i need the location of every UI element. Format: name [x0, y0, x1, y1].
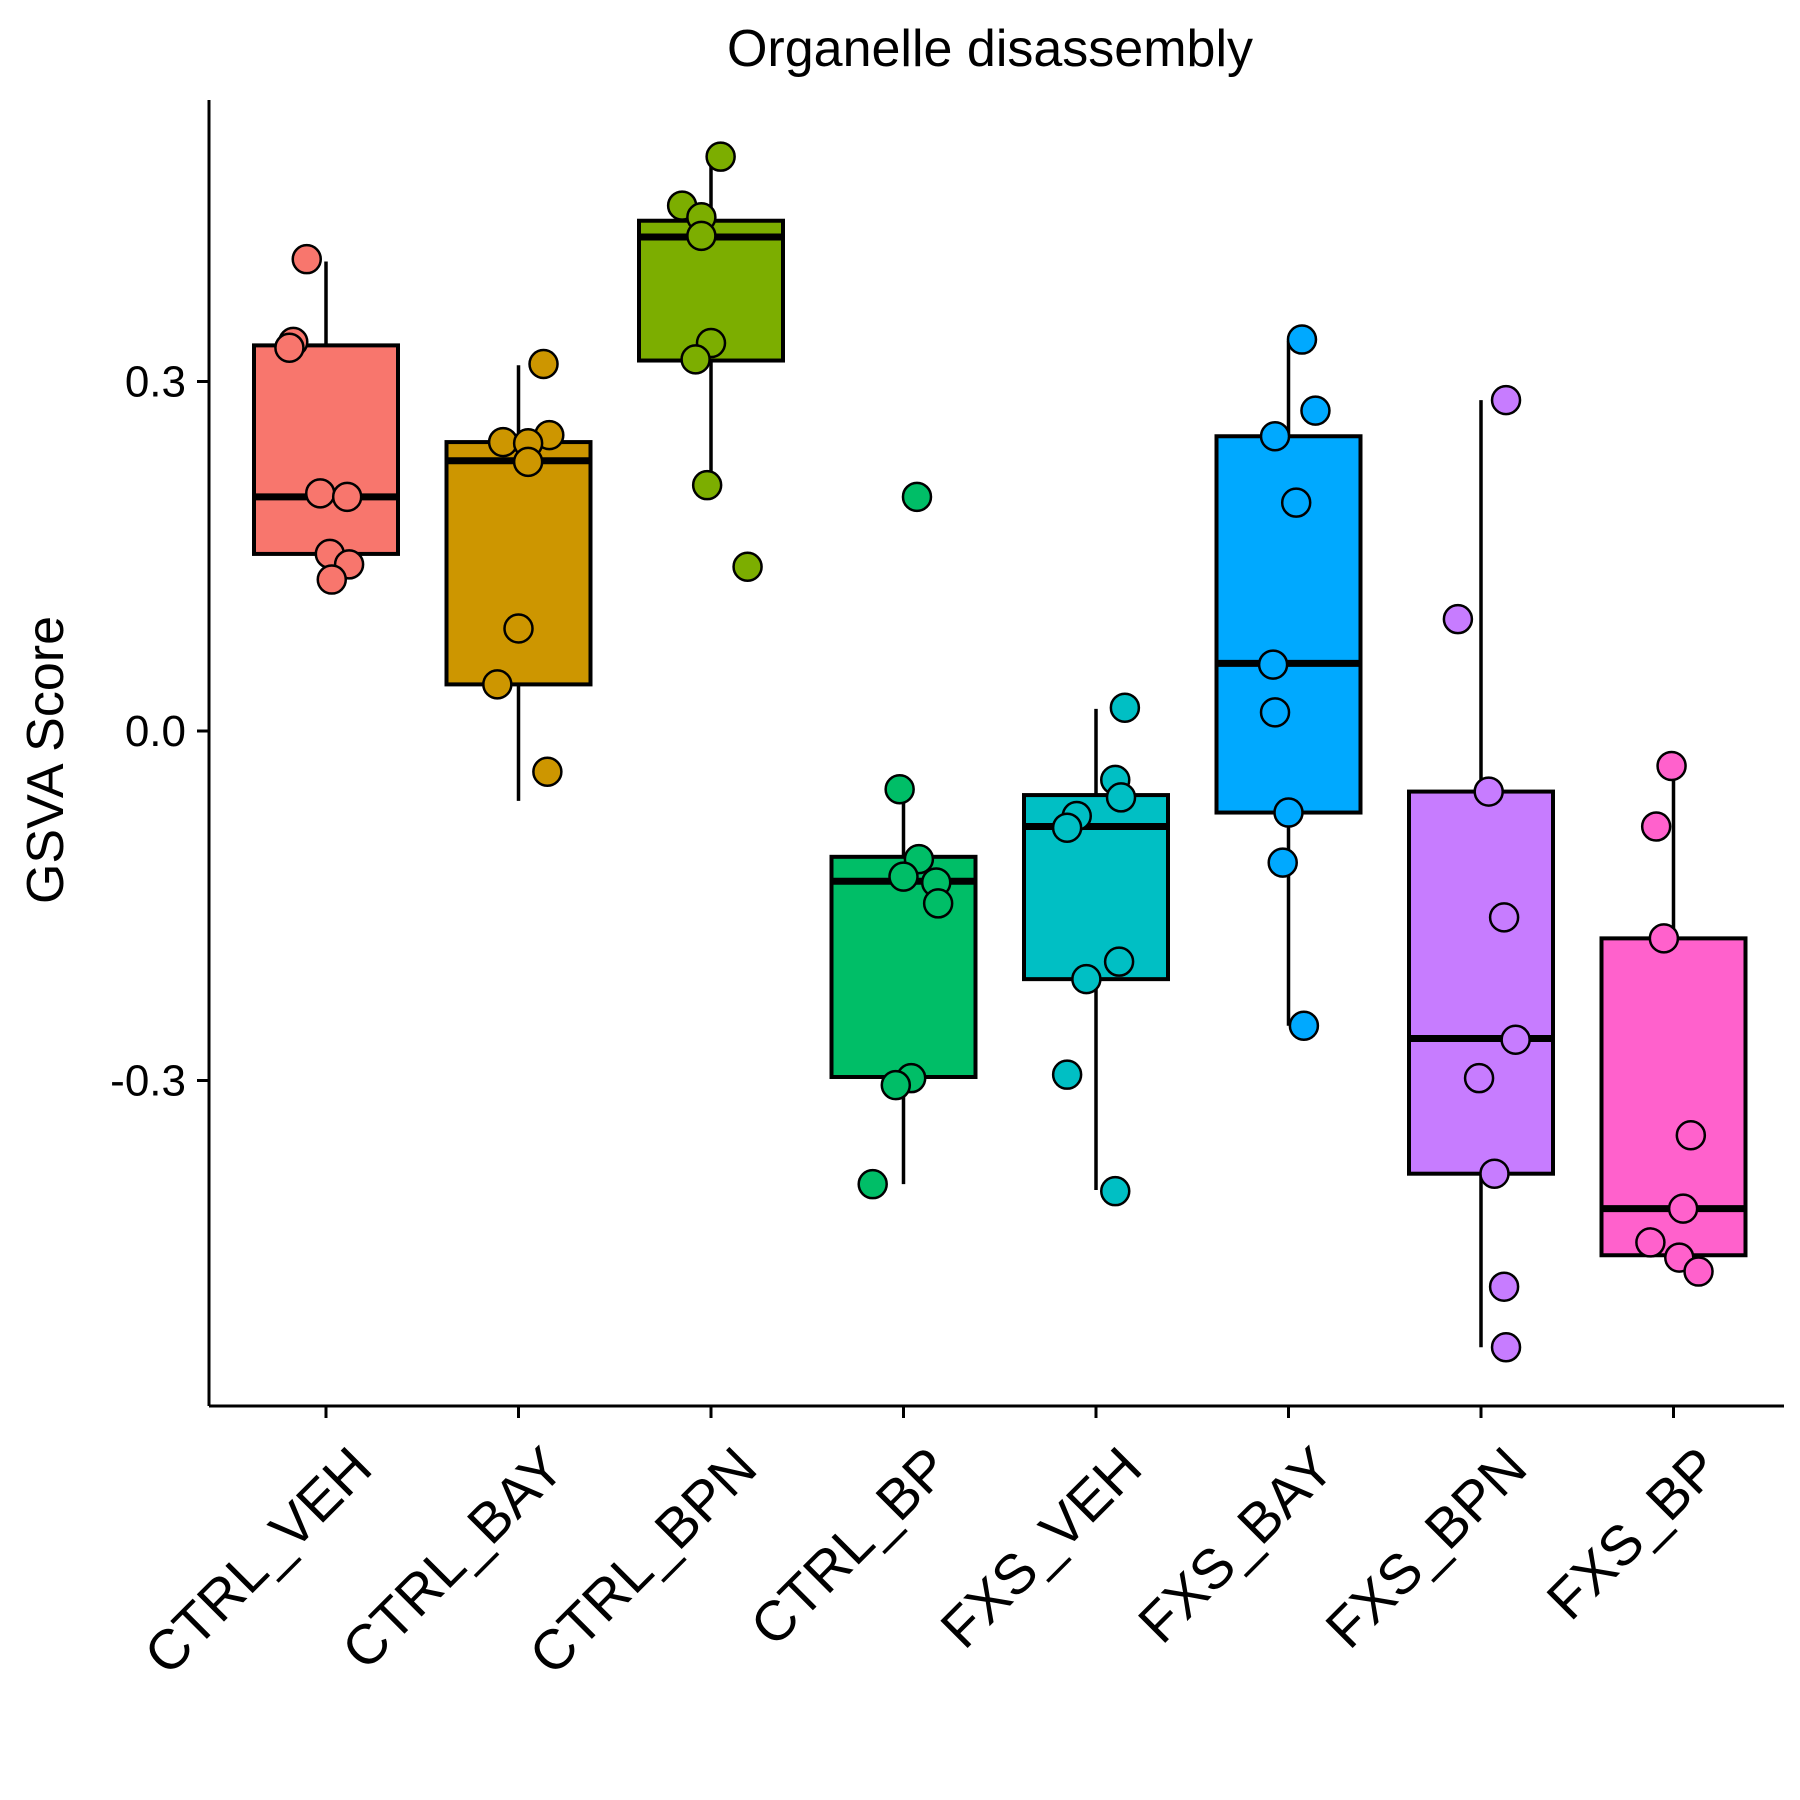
- box-group-fxs-bp: [1599, 750, 1748, 1287]
- data-point: [291, 243, 322, 275]
- data-point: [1273, 797, 1304, 828]
- y-axis-title: GSVA Score: [17, 616, 75, 904]
- data-point: [1667, 1193, 1699, 1224]
- box-group-fxs-veh: [1022, 692, 1170, 1207]
- box: [1407, 789, 1555, 1176]
- y-tick-label: 0.3: [125, 358, 186, 407]
- data-point: [1648, 923, 1680, 954]
- data-point: [1051, 1059, 1083, 1090]
- data-point: [901, 481, 933, 513]
- data-point: [1500, 1024, 1531, 1055]
- data-point: [1280, 487, 1312, 518]
- x-tick-label: CTRL_BP: [738, 1435, 961, 1658]
- data-point: [1675, 1120, 1707, 1151]
- data-point: [1051, 812, 1083, 843]
- box-group-fxs-bpn: [1407, 384, 1555, 1363]
- data-point: [487, 426, 519, 458]
- data-point: [1488, 902, 1520, 933]
- box: [252, 343, 400, 556]
- data-point: [1071, 963, 1102, 995]
- data-point: [1103, 946, 1135, 977]
- box: [1022, 793, 1170, 982]
- data-point: [503, 613, 534, 644]
- data-point: [532, 756, 563, 788]
- data-point: [1100, 1175, 1131, 1207]
- data-point: [705, 141, 736, 172]
- box-group-fxs-bay: [1214, 324, 1363, 1041]
- y-tick-label: -0.3: [110, 1057, 186, 1106]
- data-point: [857, 1168, 888, 1200]
- box-group-ctrl-veh: [252, 243, 400, 595]
- box: [829, 854, 978, 1080]
- x-tick-label: FXS_VEH: [928, 1435, 1153, 1660]
- box-group-ctrl-bpn: [637, 141, 785, 582]
- data-point: [274, 332, 305, 363]
- box-group-ctrl-bay: [444, 348, 593, 801]
- data-point: [528, 348, 559, 380]
- data-point: [1463, 1062, 1495, 1094]
- data-point: [1259, 697, 1291, 728]
- data-point: [1267, 847, 1298, 878]
- x-tick-label: FXS_BAY: [1126, 1435, 1346, 1655]
- data-point: [680, 344, 711, 375]
- y-tick-label: 0.0: [125, 707, 186, 756]
- data-point: [1109, 692, 1141, 723]
- data-point: [691, 469, 723, 501]
- data-point: [316, 564, 348, 595]
- data-point: [884, 774, 915, 805]
- box-group-ctrl-bp: [829, 481, 978, 1200]
- data-point: [1286, 324, 1318, 355]
- data-point: [880, 1069, 912, 1101]
- data-point: [1683, 1256, 1714, 1287]
- chart-title: Organelle disassembly: [727, 20, 1253, 78]
- data-point: [1105, 782, 1137, 813]
- data-point: [1442, 603, 1474, 635]
- data-point: [304, 478, 336, 509]
- data-point: [922, 888, 954, 919]
- x-tick-label: FXS_BPN: [1313, 1435, 1538, 1660]
- data-point: [1257, 649, 1289, 680]
- data-point: [888, 861, 919, 892]
- data-point: [512, 446, 544, 478]
- data-point: [482, 669, 513, 700]
- x-tick-label: FXS_BP: [1534, 1435, 1730, 1631]
- data-point: [1635, 1227, 1666, 1258]
- data-point: [732, 551, 763, 582]
- data-point: [1300, 395, 1331, 426]
- data-point: [1656, 750, 1687, 782]
- data-point: [1490, 384, 1522, 416]
- data-point: [1473, 776, 1504, 807]
- data-point: [1640, 811, 1672, 842]
- data-point: [331, 481, 363, 513]
- data-point: [1288, 1010, 1320, 1041]
- data-point: [1479, 1158, 1510, 1189]
- data-point: [686, 220, 717, 252]
- box: [444, 440, 593, 687]
- data-point: [1488, 1271, 1520, 1302]
- plot-area: [252, 141, 1748, 1363]
- data-point: [1259, 421, 1291, 452]
- data-point: [1490, 1332, 1522, 1363]
